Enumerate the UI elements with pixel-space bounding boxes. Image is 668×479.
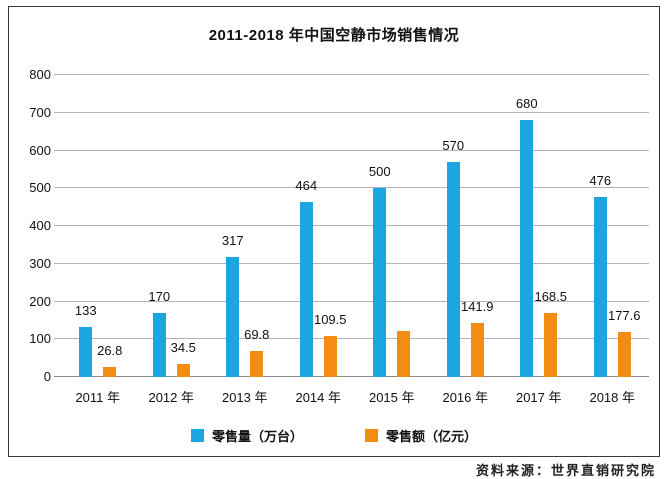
legend-label: 零售量（万台） bbox=[211, 429, 303, 444]
legend-item-retail-volume[interactable]: 零售量（万台） bbox=[190, 426, 303, 445]
y-tick-label: 200 bbox=[29, 293, 51, 309]
retail-value-bar[interactable]: 168.5 bbox=[534, 289, 567, 377]
x-tick-label: 2016 年 bbox=[442, 390, 489, 405]
chart-frame: 2011-2018 年中国空静市场销售情况 0 100 200 300 400 500 60… bbox=[8, 6, 660, 457]
x-axis-line bbox=[54, 376, 649, 377]
plot-area: 133 26.8 170 34.5 317 69.8 464 109.5 500 570 141.9… bbox=[54, 74, 649, 377]
gridline bbox=[54, 300, 649, 302]
x-tick-label: 2017 年 bbox=[515, 390, 562, 405]
bar-group: 476 177.6 bbox=[576, 75, 650, 377]
bar-groups: 133 26.8 170 34.5 317 69.8 464 109.5 500 570 141.9… bbox=[61, 75, 649, 377]
bar-group: 317 69.8 bbox=[208, 75, 282, 377]
retail-volume-bar[interactable]: 133 bbox=[75, 303, 97, 377]
legend-item-retail-value[interactable]: 零售额（亿元） bbox=[365, 426, 477, 445]
x-axis: 2011 年 2012 年 2013 年 2014 年 2015 年 2016 年 2017… bbox=[61, 387, 649, 406]
bar-group: 133 26.8 bbox=[61, 75, 135, 377]
legend: 零售量（万台） 零售额（亿元） bbox=[9, 426, 659, 445]
retail-value-bar[interactable]: 26.8 bbox=[97, 343, 122, 377]
gridline bbox=[54, 149, 649, 151]
gridline bbox=[54, 187, 649, 189]
source-note: 资料来源：世界直销研究院 bbox=[475, 464, 656, 479]
x-tick-label: 2015 年 bbox=[368, 390, 415, 405]
retail-value-bar[interactable]: 177.6 bbox=[608, 308, 641, 377]
data-label: 464 bbox=[295, 177, 318, 193]
bar-group: 170 34.5 bbox=[135, 75, 209, 377]
retail-volume-swatch-icon bbox=[190, 429, 204, 442]
chart-title: 2011-2018 年中国空静市场销售情况 bbox=[208, 27, 460, 44]
y-axis: 0 100 200 300 400 500 600 700 800 bbox=[9, 67, 51, 384]
y-tick-label: 400 bbox=[29, 218, 51, 233]
retail-volume-bar[interactable]: 464 bbox=[295, 178, 317, 377]
y-tick-label: 0 bbox=[43, 369, 51, 384]
retail-volume-bar[interactable]: 476 bbox=[589, 173, 611, 377]
gridline bbox=[54, 262, 649, 264]
y-tick-label: 800 bbox=[29, 67, 51, 82]
data-label: 476 bbox=[589, 173, 612, 189]
gridline bbox=[54, 225, 649, 226]
x-tick-label: 2012 年 bbox=[148, 390, 195, 405]
gridline bbox=[54, 111, 649, 113]
retail-volume-bar[interactable]: 680 bbox=[516, 96, 538, 377]
retail-volume-bar[interactable]: 500 bbox=[369, 164, 391, 377]
y-tick-label: 700 bbox=[29, 104, 51, 120]
data-label: 570 bbox=[442, 137, 465, 153]
retail-value-bar[interactable]: 141.9 bbox=[461, 299, 494, 377]
retail-volume-bar[interactable]: 170 bbox=[148, 289, 170, 377]
x-tick-label: 2013 年 bbox=[221, 390, 268, 405]
legend-label: 零售额（亿元） bbox=[386, 429, 478, 444]
gridline bbox=[54, 74, 649, 75]
retail-value-bar[interactable] bbox=[397, 330, 411, 377]
retail-volume-bar[interactable]: 570 bbox=[442, 138, 464, 377]
y-tick-label: 500 bbox=[29, 180, 51, 196]
data-label: 133 bbox=[74, 302, 97, 318]
data-label: 500 bbox=[368, 164, 391, 180]
y-tick-label: 600 bbox=[29, 142, 51, 158]
gridline bbox=[54, 338, 649, 340]
data-label: 177.6 bbox=[607, 307, 641, 323]
y-tick-label: 300 bbox=[29, 255, 51, 271]
data-label: 680 bbox=[515, 96, 538, 112]
data-label: 317 bbox=[221, 233, 244, 249]
x-tick-label: 2011 年 bbox=[75, 390, 121, 405]
bar-group: 570 141.9 bbox=[429, 75, 503, 377]
x-tick-label: 2014 年 bbox=[295, 390, 342, 405]
retail-value-bar[interactable]: 69.8 bbox=[244, 327, 269, 377]
retail-value-swatch-icon bbox=[365, 429, 378, 442]
data-label: 26.8 bbox=[97, 342, 123, 358]
data-label: 168.5 bbox=[534, 289, 568, 305]
data-label: 34.5 bbox=[170, 339, 196, 355]
retail-value-bar[interactable]: 34.5 bbox=[171, 340, 196, 377]
bar-group: 500 bbox=[355, 75, 429, 377]
retail-value-bar[interactable]: 109.5 bbox=[314, 312, 347, 377]
bar-group: 464 109.5 bbox=[282, 75, 356, 377]
x-tick-label: 2018 年 bbox=[589, 390, 636, 405]
data-label: 170 bbox=[148, 288, 171, 304]
retail-volume-bar[interactable]: 317 bbox=[222, 233, 244, 377]
bar-group: 680 168.5 bbox=[502, 75, 576, 377]
data-label: 141.9 bbox=[460, 299, 494, 315]
data-label: 109.5 bbox=[313, 311, 347, 327]
y-tick-label: 100 bbox=[29, 331, 51, 347]
data-label: 69.8 bbox=[244, 326, 270, 342]
